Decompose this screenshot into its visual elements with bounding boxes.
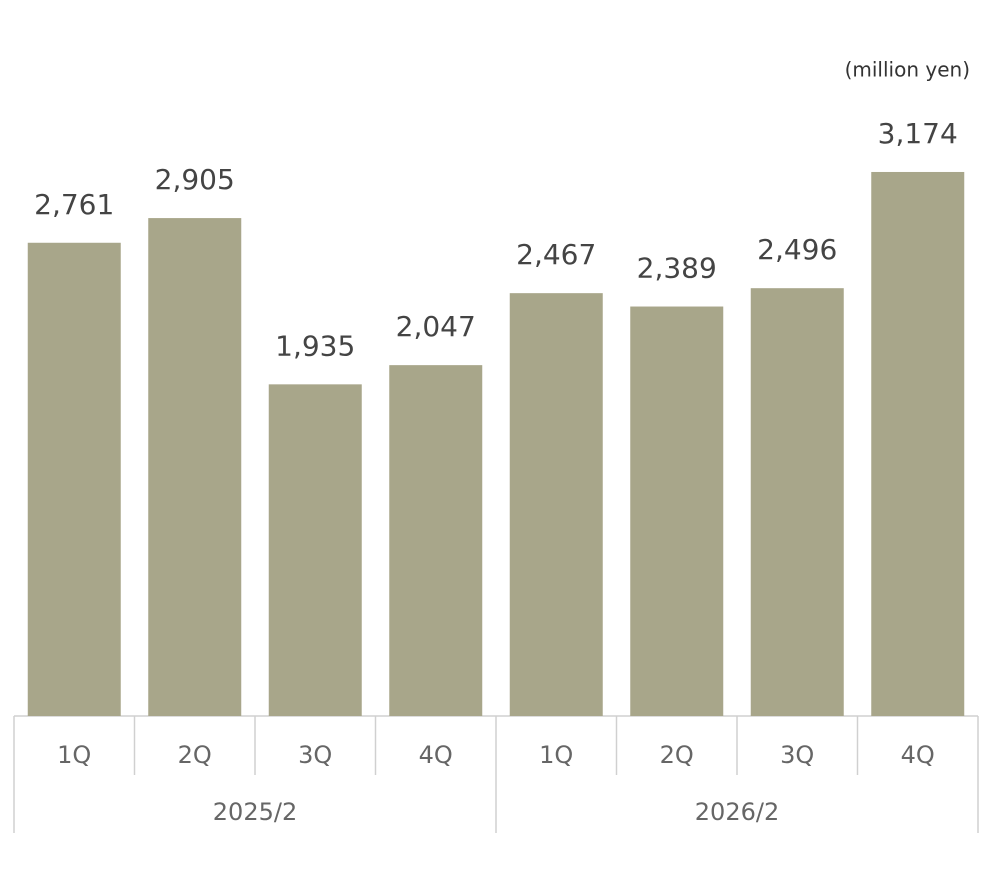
bar (27, 242, 121, 717)
x-tick-label: 3Q (298, 741, 332, 769)
bar (509, 293, 603, 716)
value-label: 2,905 (155, 163, 235, 196)
x-tick-label: 4Q (901, 741, 935, 769)
x-tick-label: 3Q (780, 741, 814, 769)
value-label: 1,935 (275, 329, 355, 362)
x-tick-label: 2Q (178, 741, 212, 769)
x-tick-label: 2Q (660, 741, 694, 769)
value-label: 2,761 (34, 188, 114, 221)
value-label: 2,389 (637, 252, 717, 285)
unit-label: (million yen) (845, 58, 970, 82)
value-label: 2,047 (396, 310, 476, 343)
group-label: 2026/2 (695, 798, 779, 826)
group-label: 2025/2 (213, 798, 297, 826)
bar (148, 218, 242, 716)
x-tick-label: 1Q (539, 741, 573, 769)
bar (871, 171, 965, 717)
bar (630, 306, 724, 716)
value-label: 2,496 (757, 233, 837, 266)
bar (750, 288, 844, 716)
value-label: 2,467 (516, 238, 596, 271)
bar (389, 365, 483, 716)
x-tick-label: 4Q (419, 741, 453, 769)
bar (268, 384, 362, 716)
x-tick-label: 1Q (57, 741, 91, 769)
value-label: 3,174 (878, 117, 958, 150)
